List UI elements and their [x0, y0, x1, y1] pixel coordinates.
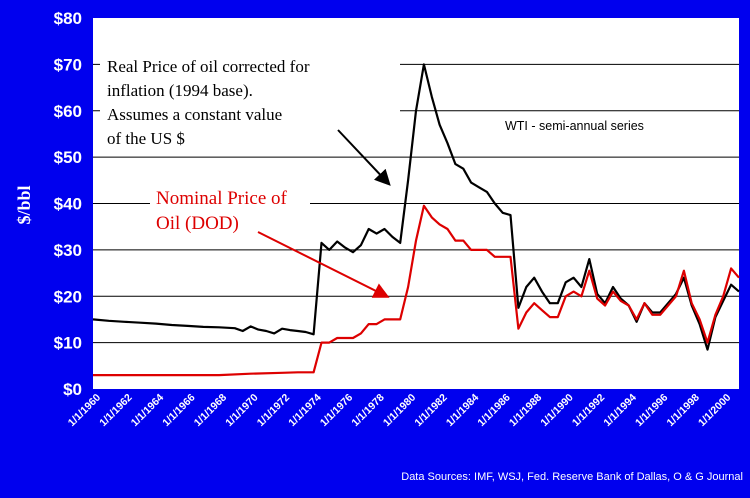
x-tick-label: 1/1/1998: [664, 392, 701, 429]
data-source-note: Data Sources: IMF, WSJ, Fed. Reserve Ban…: [401, 471, 743, 483]
x-tick-label: 1/1/1988: [507, 392, 544, 429]
nominal-price-annotation-line: Oil (DOD): [156, 213, 239, 234]
y-tick-label: $30: [54, 241, 82, 260]
x-tick-label: 1/1/1980: [381, 392, 418, 429]
y-tick-labels: $0 $10 $20 $30 $40 $50 $60 $70 $80: [54, 9, 82, 399]
y-tick-label: $60: [54, 102, 82, 121]
real-price-annotation: Real Price of oil corrected for inflatio…: [107, 57, 314, 148]
x-tick-label: 1/1/1978: [349, 392, 386, 429]
x-tick-label: 1/1/1990: [538, 392, 575, 429]
x-tick-label: 1/1/1992: [570, 392, 607, 429]
x-tick-label: 1/1/1986: [475, 392, 512, 429]
real-price-annotation-background: [100, 53, 400, 151]
x-tick-label: 1/1/1972: [255, 392, 292, 429]
nominal-price-annotation: Nominal Price of Oil (DOD): [156, 188, 292, 234]
y-tick-label: $80: [54, 9, 82, 28]
y-tick-label: $50: [54, 148, 82, 167]
x-tick-label: 1/1/1974: [286, 392, 323, 429]
y-tick-label: $10: [54, 334, 82, 353]
real-price-arrow: [337, 129, 391, 186]
nominal-price-annotation-background: [150, 183, 310, 235]
y-axis-label: $/bbl: [14, 185, 34, 224]
nominal-price-annotation-line: Nominal Price of: [156, 188, 288, 209]
series-lines: [92, 63, 740, 377]
y-tick-label: $20: [54, 287, 82, 306]
nominal-price-arrow: [257, 231, 390, 298]
x-tick-label: 1/1/1984: [444, 392, 481, 429]
real-price-annotation-line: of the US $: [107, 129, 185, 148]
x-tick-label: 1/1/1976: [318, 392, 355, 429]
x-tick-label: 1/1/1968: [192, 392, 229, 429]
x-tick-label: 1/1/1994: [601, 392, 638, 429]
x-tick-label: 1/1/1964: [129, 392, 166, 429]
x-tick-label: 1/1/2000: [696, 392, 733, 429]
x-tick-labels: 1/1/19601/1/19621/1/19641/1/19661/1/1968…: [66, 392, 734, 429]
x-tick-label: 1/1/1966: [160, 392, 197, 429]
y-tick-label: $40: [54, 195, 82, 214]
real-price-annotation-line: Assumes a constant value: [107, 105, 282, 124]
x-tick-label: 1/1/1996: [633, 392, 670, 429]
x-tick-label: 1/1/1962: [97, 392, 134, 429]
y-tick-label: $70: [54, 55, 82, 74]
x-tick-label: 1/1/1982: [412, 392, 449, 429]
series-note: WTI - semi-annual series: [505, 119, 644, 133]
real-price-annotation-line: inflation (1994 base).: [107, 81, 253, 100]
real-price-annotation-line: Real Price of oil corrected for: [107, 57, 310, 76]
series-note-background: [498, 115, 678, 135]
x-tick-label: 1/1/1970: [223, 392, 260, 429]
nominal-price-line: [93, 204, 740, 377]
y-tick-label: $0: [63, 380, 82, 399]
